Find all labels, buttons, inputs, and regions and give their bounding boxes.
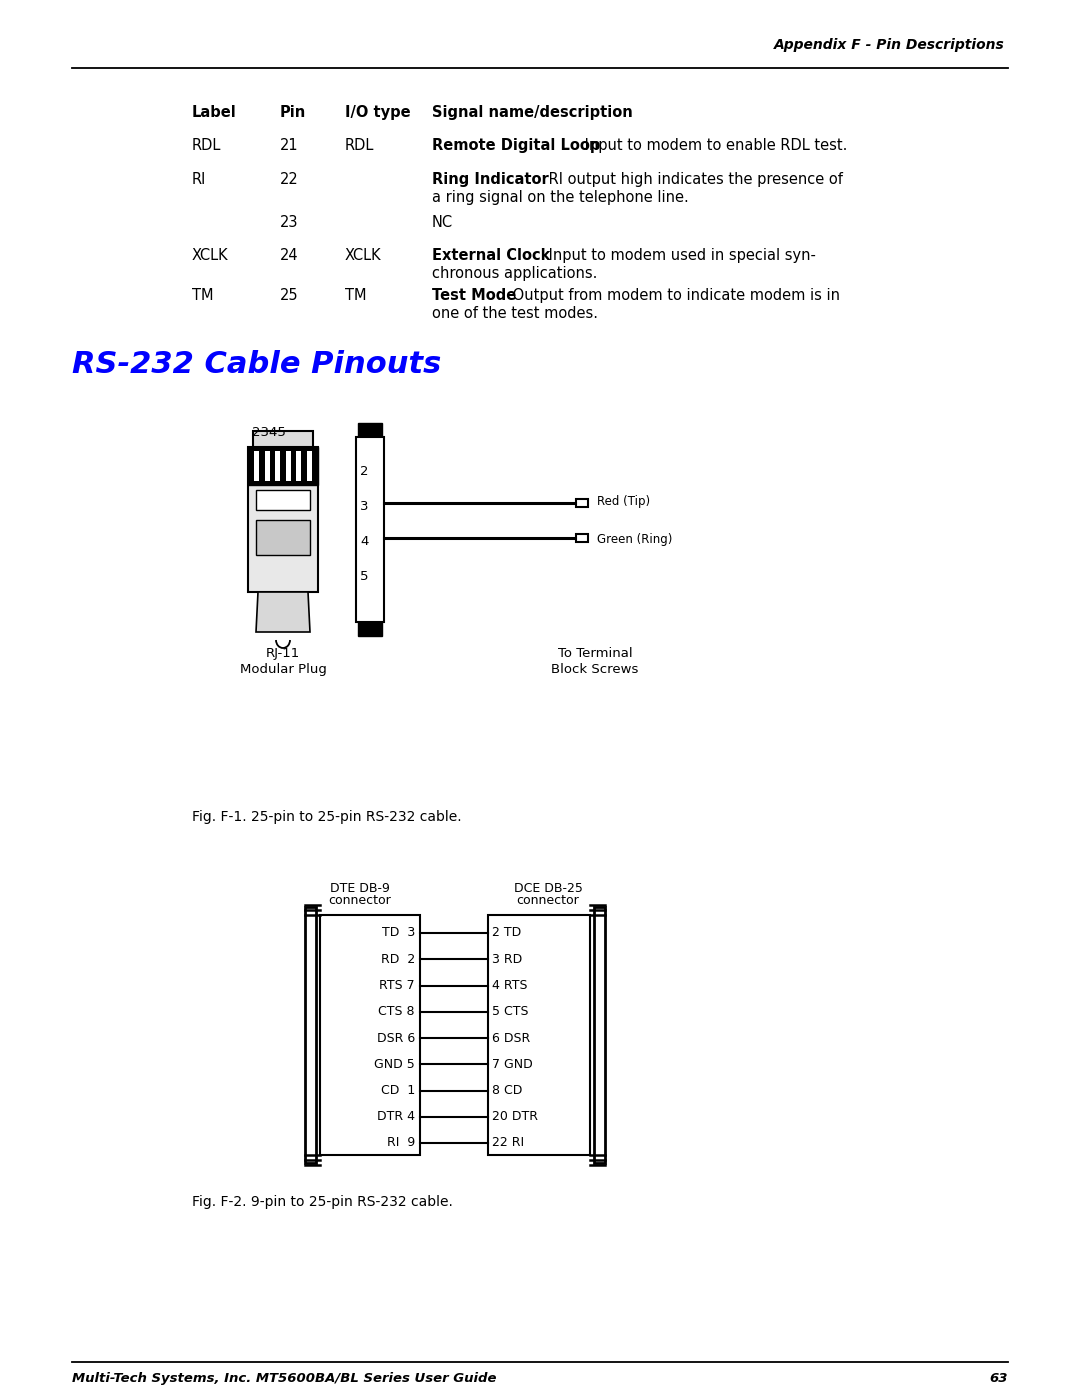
Text: Modular Plug: Modular Plug [240, 664, 326, 676]
Text: Fig. F-2. 9-pin to 25-pin RS-232 cable.: Fig. F-2. 9-pin to 25-pin RS-232 cable. [192, 1194, 453, 1208]
Text: RI  9: RI 9 [387, 1137, 415, 1150]
Text: CD  1: CD 1 [381, 1084, 415, 1097]
Text: 3 RD: 3 RD [492, 953, 523, 965]
Bar [488, 915, 590, 1155]
Text: 2345: 2345 [252, 426, 286, 439]
Text: DTR 4: DTR 4 [377, 1111, 415, 1123]
Text: 24: 24 [280, 249, 299, 263]
Text: To Terminal: To Terminal [557, 647, 632, 659]
Text: 5 CTS: 5 CTS [492, 1006, 528, 1018]
Text: 23: 23 [280, 215, 298, 231]
Text: RI: RI [192, 172, 206, 187]
Text: TM: TM [192, 288, 214, 303]
Text: 7 GND: 7 GND [492, 1058, 532, 1070]
Text: Output from modem to indicate modem is in: Output from modem to indicate modem is i… [508, 288, 840, 303]
Bar [254, 451, 259, 481]
Bar [320, 915, 420, 1155]
Text: 3: 3 [360, 500, 368, 513]
Text: connector: connector [516, 894, 579, 907]
Bar [256, 490, 310, 510]
Bar [286, 451, 291, 481]
Text: Red (Tip): Red (Tip) [597, 496, 650, 509]
Text: Label: Label [192, 105, 237, 120]
Text: XCLK: XCLK [345, 249, 381, 263]
Bar [265, 451, 270, 481]
Text: GND 5: GND 5 [375, 1058, 415, 1070]
Text: XCLK: XCLK [192, 249, 229, 263]
Text: 2 TD: 2 TD [492, 926, 522, 940]
Text: Signal name/description: Signal name/description [432, 105, 633, 120]
Text: 8 CD: 8 CD [492, 1084, 523, 1097]
Text: RS-232 Cable Pinouts: RS-232 Cable Pinouts [72, 351, 442, 379]
Text: 20 DTR: 20 DTR [492, 1111, 538, 1123]
Bar [248, 447, 318, 485]
Text: 4 RTS: 4 RTS [492, 979, 527, 992]
Text: connector: connector [328, 894, 391, 907]
Bar [256, 520, 310, 555]
Text: chronous applications.: chronous applications. [432, 265, 597, 281]
Text: 6 DSR: 6 DSR [492, 1031, 530, 1045]
Bar [296, 451, 301, 481]
Text: 21: 21 [280, 138, 299, 154]
Text: TD  3: TD 3 [381, 926, 415, 940]
Text: Fig. F-1. 25-pin to 25-pin RS-232 cable.: Fig. F-1. 25-pin to 25-pin RS-232 cable. [192, 810, 461, 824]
Text: External Clock: External Clock [432, 249, 551, 263]
Bar [576, 534, 588, 542]
Text: RJ-11: RJ-11 [266, 647, 300, 659]
Bar [253, 432, 313, 447]
Text: RTS 7: RTS 7 [379, 979, 415, 992]
Text: NC: NC [432, 215, 454, 231]
Text: DCE DB-25: DCE DB-25 [514, 882, 582, 895]
Text: Green (Ring): Green (Ring) [597, 532, 673, 545]
Text: one of the test modes.: one of the test modes. [432, 306, 598, 321]
Text: Input to modem to enable RDL test.: Input to modem to enable RDL test. [580, 138, 848, 154]
Text: DSR 6: DSR 6 [377, 1031, 415, 1045]
Text: Ring Indicator: Ring Indicator [432, 172, 549, 187]
Bar [356, 437, 384, 622]
Text: 22 RI: 22 RI [492, 1137, 524, 1150]
Bar [357, 423, 382, 437]
Text: DTE DB-9: DTE DB-9 [330, 882, 390, 895]
Text: Block Screws: Block Screws [551, 664, 638, 676]
Text: 5: 5 [360, 570, 368, 583]
Text: 63: 63 [989, 1372, 1008, 1384]
Text: 22: 22 [280, 172, 299, 187]
Bar [594, 907, 605, 1162]
Text: CTS 8: CTS 8 [378, 1006, 415, 1018]
Text: Remote Digital Loop: Remote Digital Loop [432, 138, 600, 154]
Text: Test Mode: Test Mode [432, 288, 516, 303]
Text: I/O type: I/O type [345, 105, 410, 120]
Text: RDL: RDL [192, 138, 221, 154]
Bar [357, 622, 382, 636]
Text: Multi-Tech Systems, Inc. MT5600BA/BL Series User Guide: Multi-Tech Systems, Inc. MT5600BA/BL Ser… [72, 1372, 497, 1384]
Text: Appendix F - Pin Descriptions: Appendix F - Pin Descriptions [774, 38, 1005, 52]
Text: TM: TM [345, 288, 366, 303]
Text: RDL: RDL [345, 138, 375, 154]
Text: 2: 2 [360, 465, 368, 478]
Bar [307, 451, 312, 481]
Polygon shape [256, 592, 310, 631]
Bar [576, 499, 588, 507]
Text: Pin: Pin [280, 105, 307, 120]
Bar [248, 447, 318, 592]
Text: RI output high indicates the presence of: RI output high indicates the presence of [544, 172, 842, 187]
Bar [275, 451, 280, 481]
Text: a ring signal on the telephone line.: a ring signal on the telephone line. [432, 190, 689, 205]
Text: 4: 4 [360, 535, 368, 548]
Text: 25: 25 [280, 288, 299, 303]
Bar [305, 907, 316, 1162]
Text: Input to modem used in special syn-: Input to modem used in special syn- [544, 249, 815, 263]
Text: RD  2: RD 2 [381, 953, 415, 965]
